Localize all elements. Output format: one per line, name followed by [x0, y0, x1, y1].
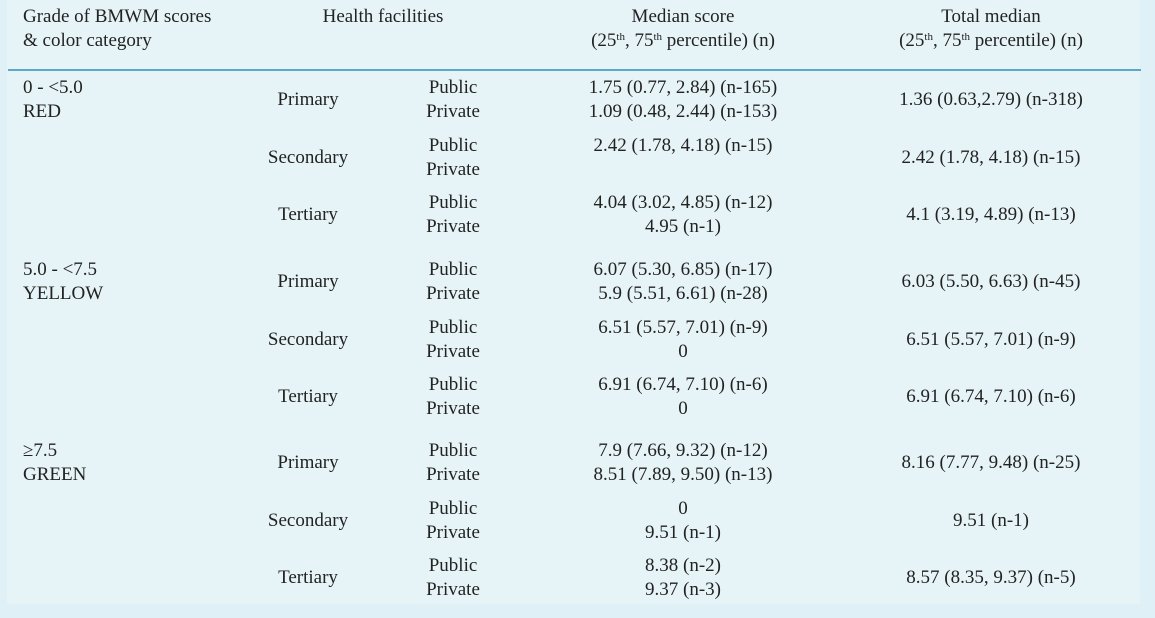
total-median: 8.57 (8.35, 9.37) (n-5) — [906, 567, 1076, 588]
grade-cell: 5.0 - <7.5 YELLOW — [23, 258, 103, 306]
grade-color: YELLOW — [23, 283, 104, 304]
sector-private: Private — [426, 522, 480, 543]
total-median: 6.51 (5.57, 7.01) (n-9) — [906, 329, 1076, 350]
grade-range: ≥7.5 — [23, 440, 58, 461]
grade-cell: ≥7.5 GREEN — [23, 439, 86, 487]
median-private: 1.09 (0.48, 2.44) (n-153) — [588, 101, 778, 122]
header-total-sub: (25th, 75th percentile) (n) — [899, 30, 1083, 51]
median-public: 2.42 (1.78, 4.18) (n-15) — [593, 135, 773, 156]
median-private: 0 — [678, 398, 688, 419]
median-public: 6.51 (5.57, 7.01) (n-9) — [598, 317, 768, 338]
total-median: 2.42 (1.78, 4.18) (n-15) — [901, 147, 1081, 168]
median-private: 9.51 (n-1) — [645, 522, 721, 543]
grade-color: RED — [23, 101, 61, 122]
sector-public: Public — [428, 498, 478, 519]
median-public: 8.38 (n-2) — [645, 555, 721, 576]
facility-level: Tertiary — [278, 567, 338, 588]
sector-private: Private — [426, 159, 480, 180]
total-median: 6.03 (5.50, 6.63) (n-45) — [901, 271, 1081, 292]
total-median: 8.16 (7.77, 9.48) (n-25) — [901, 452, 1081, 473]
sector-public: Public — [428, 374, 478, 395]
header-total: Total median (25th, 75th percentile) (n) — [881, 5, 1101, 53]
facility-level: Secondary — [267, 510, 349, 531]
header-median: Median score (25th, 75th percentile) (n) — [573, 5, 793, 53]
bmwm-score-table: Grade of BMWM scores & color category He… — [7, 0, 1141, 604]
grade-range: 5.0 - <7.5 — [23, 259, 98, 280]
total-median: 4.1 (3.19, 4.89) (n-13) — [906, 204, 1076, 225]
median-public: 6.07 (5.30, 6.85) (n-17) — [593, 259, 773, 280]
sector-public: Public — [428, 259, 478, 280]
median-public: 6.91 (6.74, 7.10) (n-6) — [598, 374, 768, 395]
median-public: 4.04 (3.02, 4.85) (n-12) — [593, 192, 773, 213]
facility-level: Tertiary — [278, 204, 338, 225]
facility-level: Primary — [277, 271, 339, 292]
header-rule — [8, 69, 1141, 71]
header-grade-line2: & color category — [23, 30, 152, 51]
facility-level: Primary — [277, 89, 339, 110]
sector-private: Private — [426, 398, 480, 419]
header-median-title: Median score — [631, 6, 735, 27]
grade-color: GREEN — [23, 464, 87, 485]
header-median-sub: (25th, 75th percentile) (n) — [591, 30, 775, 51]
median-private: 9.37 (n-3) — [645, 579, 721, 600]
sector-private: Private — [426, 216, 480, 237]
sector-private: Private — [426, 101, 480, 122]
header-grade-line1: Grade of BMWM scores — [23, 6, 212, 27]
header-grade: Grade of BMWM scores & color category — [23, 5, 211, 53]
facility-level: Primary — [277, 452, 339, 473]
sector-public: Public — [428, 192, 478, 213]
sector-public: Public — [428, 317, 478, 338]
median-private: 8.51 (7.89, 9.50) (n-13) — [593, 464, 773, 485]
facility-level: Tertiary — [278, 386, 338, 407]
header-total-title: Total median — [941, 6, 1041, 27]
total-median: 1.36 (0.63,2.79) (n-318) — [899, 89, 1083, 110]
median-public: 1.75 (0.77, 2.84) (n-165) — [588, 77, 778, 98]
total-median: 6.91 (6.74, 7.10) (n-6) — [906, 386, 1076, 407]
median-private: 0 — [678, 341, 688, 362]
sector-public: Public — [428, 440, 478, 461]
grade-cell: 0 - <5.0 RED — [23, 76, 83, 124]
sector-public: Public — [428, 77, 478, 98]
sector-private: Private — [426, 579, 480, 600]
grade-range: 0 - <5.0 — [23, 77, 83, 98]
sector-private: Private — [426, 283, 480, 304]
sector-private: Private — [426, 464, 480, 485]
header-facilities: Health facilities — [322, 6, 444, 27]
sector-private: Private — [426, 341, 480, 362]
sector-public: Public — [428, 555, 478, 576]
facility-level: Secondary — [267, 329, 349, 350]
total-median: 9.51 (n-1) — [953, 510, 1029, 531]
sector-public: Public — [428, 135, 478, 156]
median-public: 7.9 (7.66, 9.32) (n-12) — [598, 440, 768, 461]
median-private: 5.9 (5.51, 6.61) (n-28) — [598, 283, 768, 304]
median-private: 4.95 (n-1) — [645, 216, 721, 237]
median-public: 0 — [678, 498, 688, 519]
facility-level: Secondary — [267, 147, 349, 168]
